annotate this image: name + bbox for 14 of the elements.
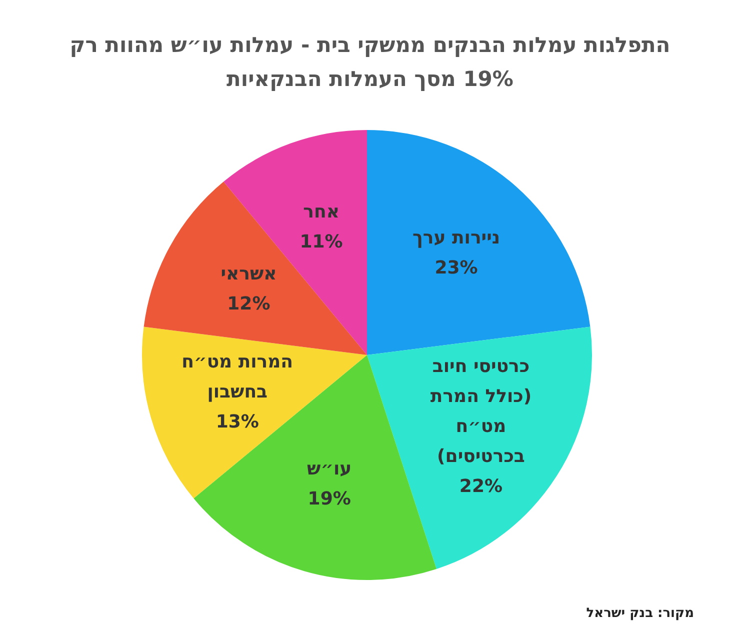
slice-label: כרטיסי חיוב (כולל המרת מט״ח בכרטיסים): [430, 356, 532, 468]
slice-label: המרות מט״ח בחשבון: [182, 351, 294, 402]
slice-label: ניירות ערך: [412, 227, 500, 248]
chart-title: התפלגות עמלות הבנקים ממשקי בית - עמלות עו״ש מהוות רק 19% מסך העמלות הבנקאיות: [68, 32, 672, 93]
data-label: 19%: [308, 488, 351, 510]
text: מקור: בנק ישראל: [586, 606, 694, 621]
slice-label: אשראי: [220, 264, 277, 285]
slice-label: אחר: [303, 202, 340, 223]
data-label: 13%: [216, 411, 259, 432]
slice-label: עו״ש: [307, 458, 352, 480]
data-label: 11%: [300, 232, 343, 253]
data-label: 23%: [434, 257, 478, 278]
data-label: 12%: [227, 294, 270, 315]
data-label: 22%: [459, 476, 503, 498]
